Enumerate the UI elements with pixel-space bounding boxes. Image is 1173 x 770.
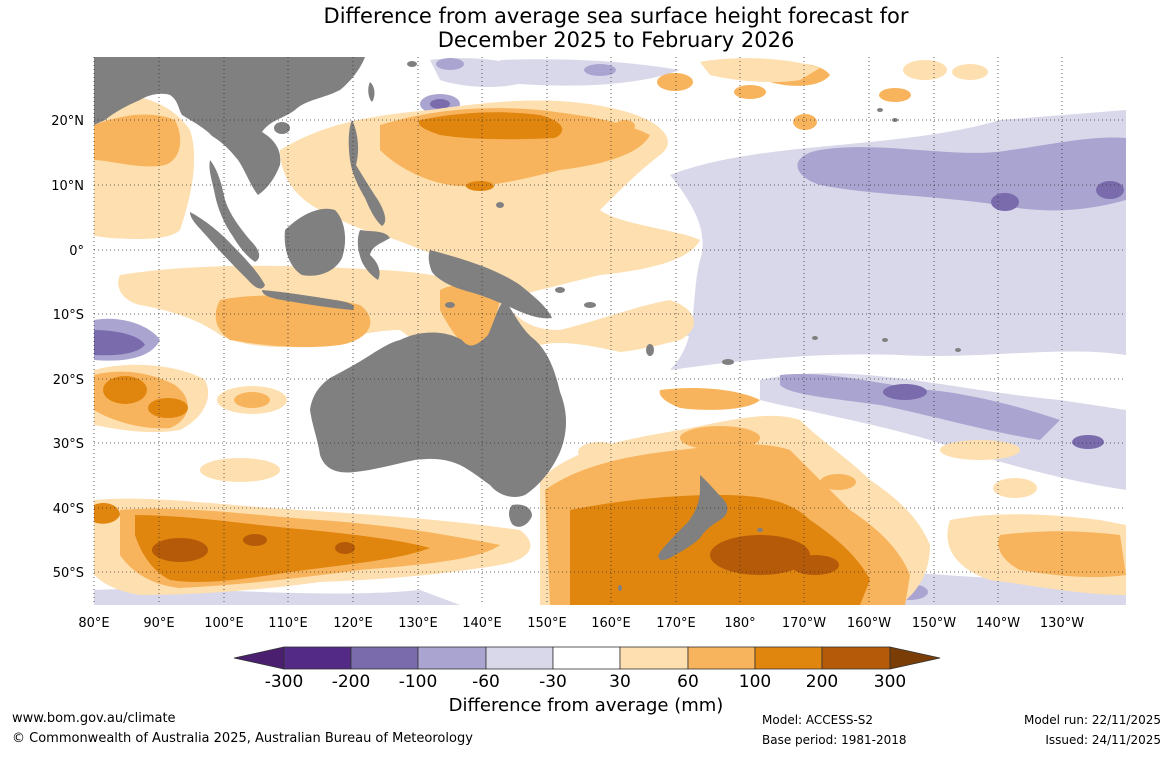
issued-date: Issued: 24/11/2025 <box>1045 733 1161 747</box>
lon-label: 90°E <box>143 616 174 631</box>
lon-label: 100°E <box>204 616 244 631</box>
lat-label: 20°N <box>51 114 84 129</box>
colorbar-title: Difference from average (mm) <box>448 695 724 716</box>
lat-label: 10°N <box>51 179 84 194</box>
lat-label: 0° <box>69 244 84 259</box>
lon-label: 170°W <box>782 616 826 631</box>
model-run-date: Model run: 22/11/2025 <box>1023 713 1161 727</box>
grid <box>93 57 1126 605</box>
chart-title: Difference from average sea surface heig… <box>0 4 1173 52</box>
lon-label: 80°E <box>78 616 109 631</box>
base-period: Base period: 1981-2018 <box>762 733 907 747</box>
longitude-labels: 80°E 90°E 100°E 110°E 120°E 130°E 140°E … <box>78 616 1084 631</box>
negative-anomaly-regions <box>94 58 1126 605</box>
lat-label: 10°S <box>53 308 84 323</box>
lon-label: 170°E <box>656 616 696 631</box>
lon-label: 130°W <box>1040 616 1084 631</box>
lat-label: 50°S <box>53 566 84 581</box>
lat-label: 20°S <box>53 373 84 388</box>
lat-label: 30°S <box>53 437 84 452</box>
lon-label: 130°E <box>398 616 438 631</box>
website-link[interactable]: www.bom.gov.au/climate <box>12 711 176 726</box>
land-masses <box>94 57 961 591</box>
title-line-2: December 2025 to February 2026 <box>437 28 795 52</box>
lat-label: 40°S <box>53 502 84 517</box>
title-line-1: Difference from average sea surface heig… <box>323 4 909 28</box>
lon-label: 150°W <box>912 616 956 631</box>
lon-label: 160°E <box>591 616 631 631</box>
lon-label: 110°E <box>268 616 308 631</box>
lon-label: 140°E <box>462 616 502 631</box>
lon-label: 120°E <box>333 616 373 631</box>
lon-label: 150°E <box>527 616 567 631</box>
model-name: Model: ACCESS-S2 <box>762 713 874 727</box>
lon-label: 180° <box>724 616 755 631</box>
lon-label: 160°W <box>847 616 891 631</box>
latitude-labels: 20°N 10°N 0° 10°S 20°S 30°S 40°S 50°S <box>51 114 84 581</box>
copyright: © Commonwealth of Australia 2025, Austra… <box>12 731 473 746</box>
lon-label: 140°W <box>976 616 1020 631</box>
